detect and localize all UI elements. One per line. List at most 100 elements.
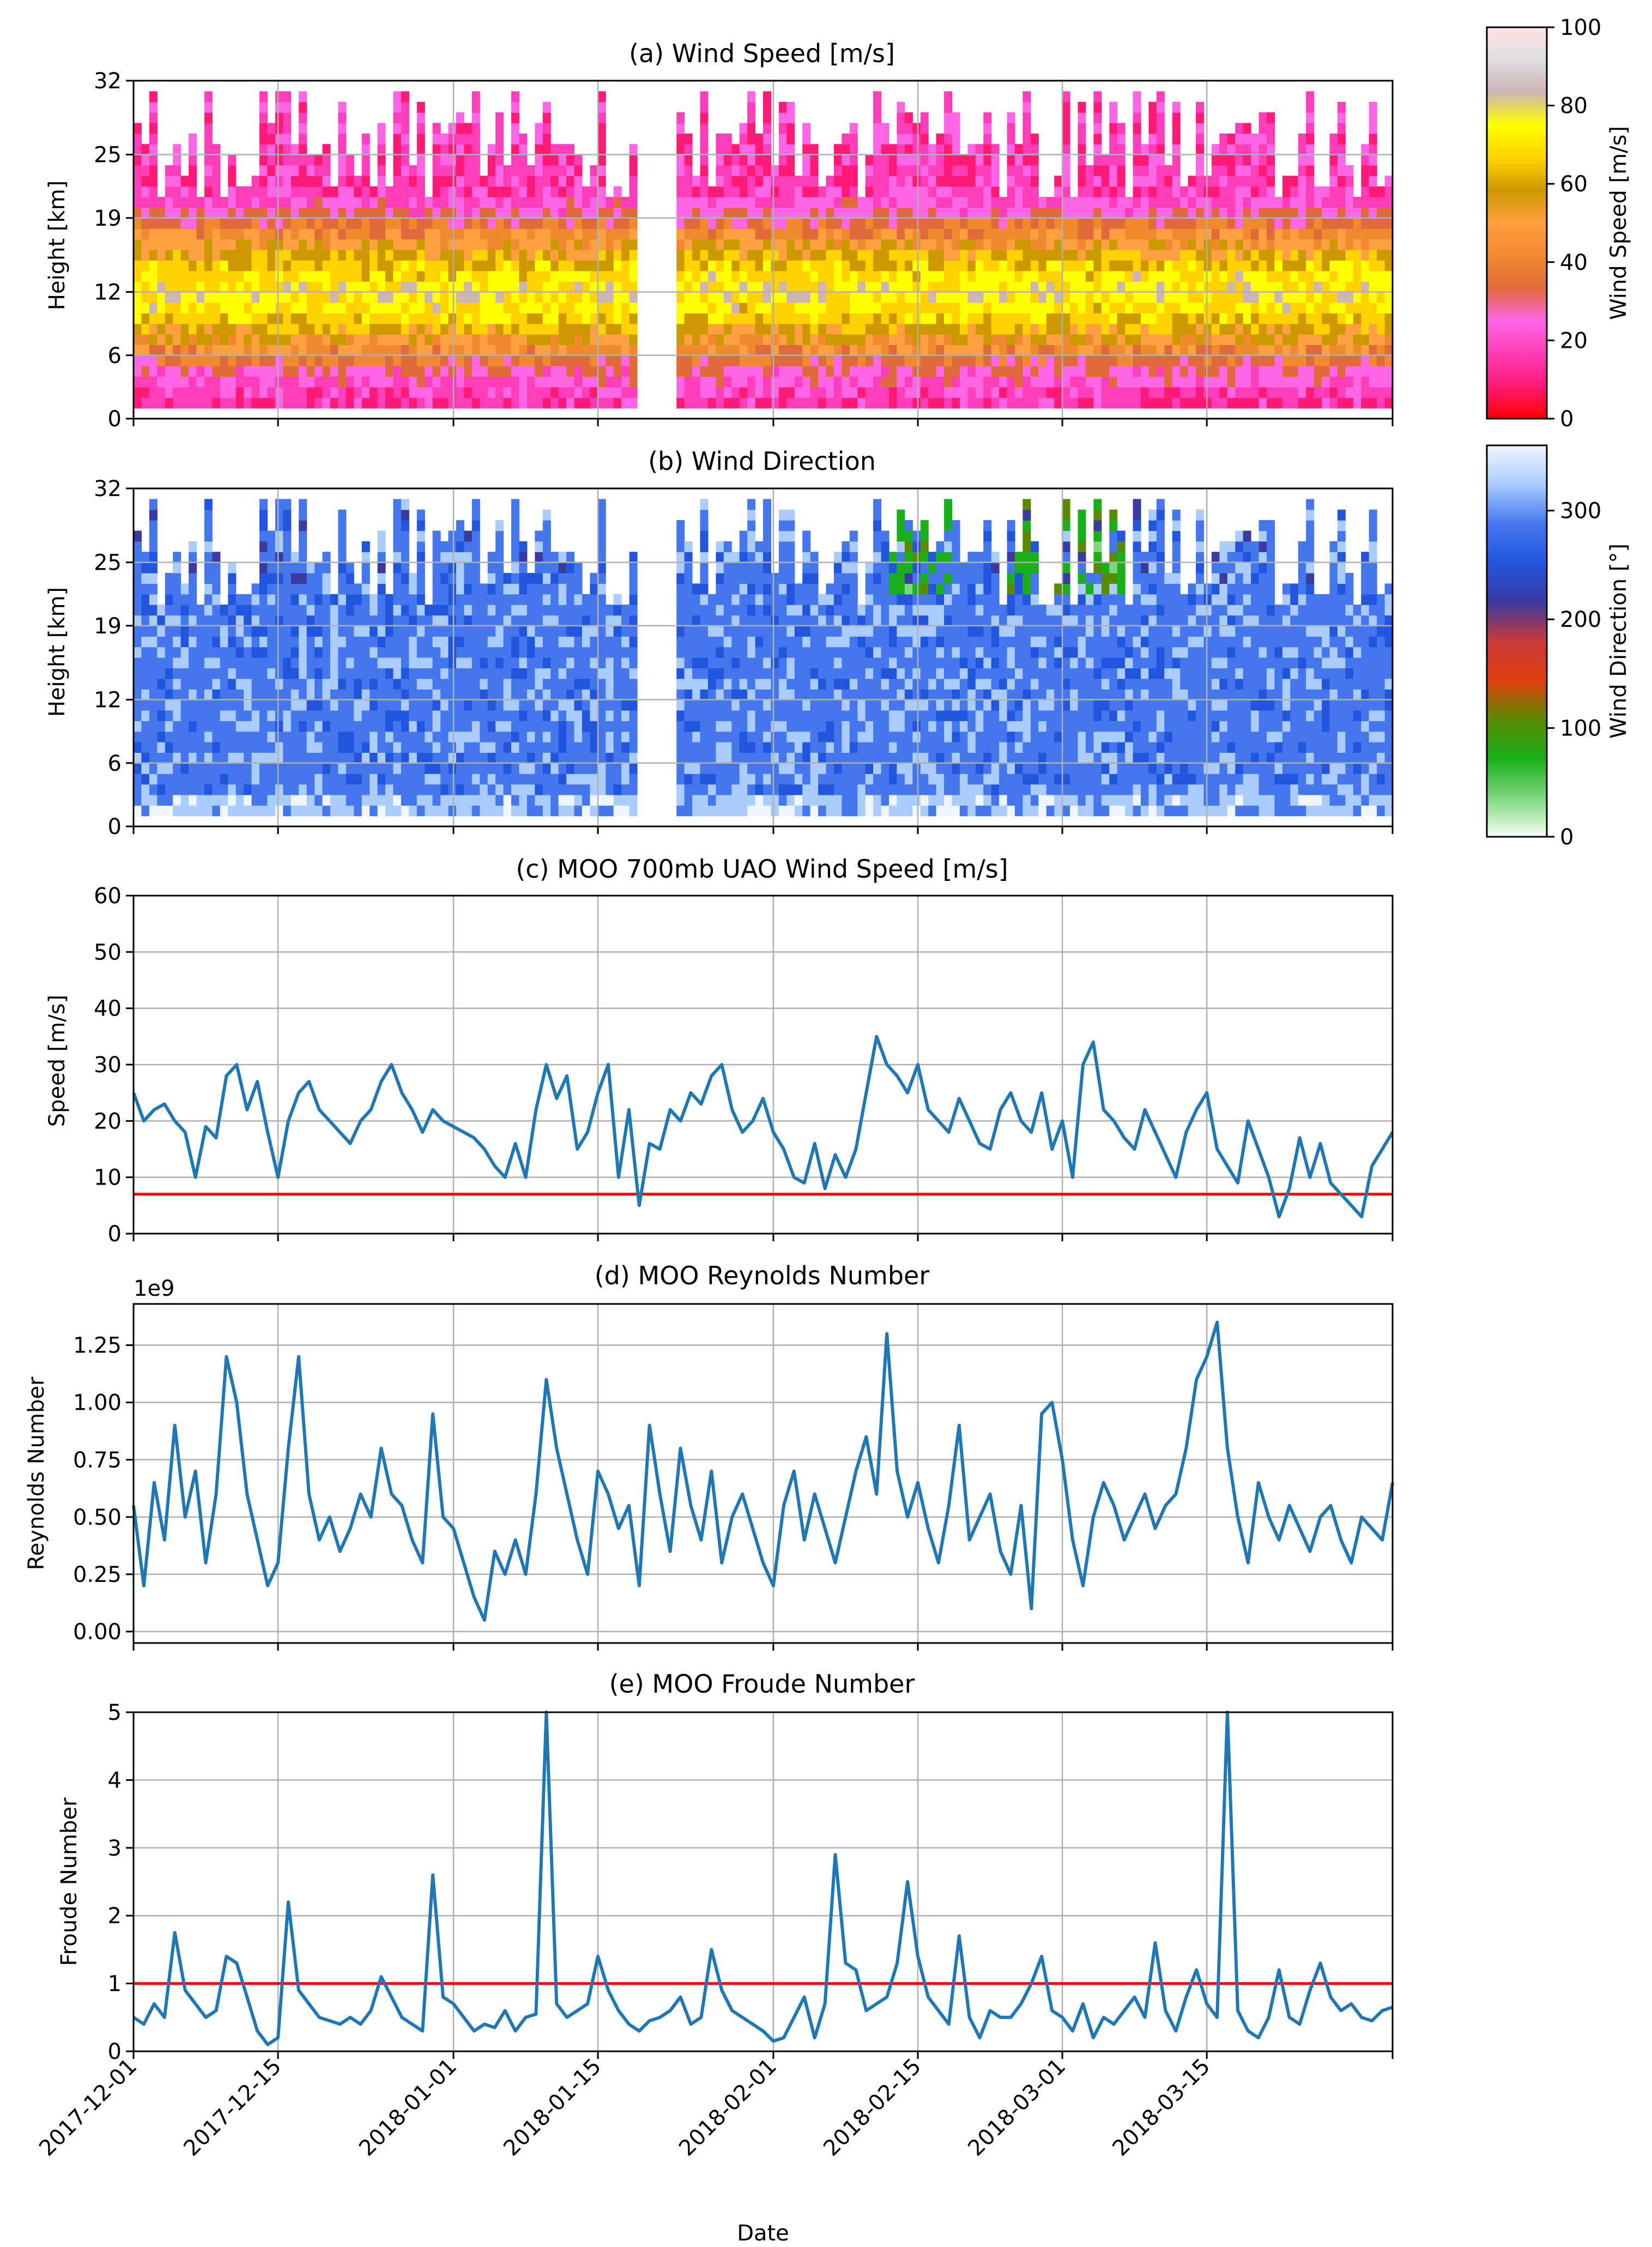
heat-cell-speed [1298,302,1306,313]
heat-cell-speed [1298,376,1306,388]
heat-cell-speed [354,281,362,293]
heat-cell-speed [1117,186,1125,197]
heat-cell-speed [267,366,276,377]
heat-cell-speed [920,313,929,324]
heat-cell-speed [1141,281,1149,293]
heat-cell-direction [165,583,173,595]
heat-cell-speed [983,313,992,324]
heat-cell-direction [306,625,315,637]
heat-cell-speed [1180,292,1189,303]
heat-cell-speed [1125,313,1134,324]
heat-cell-speed [747,250,756,261]
heat-cell-direction [291,552,299,563]
heat-cell-speed [1196,397,1205,409]
heat-cell-speed [771,386,779,398]
heat-cell-speed [416,197,425,208]
heat-cell-direction [354,742,362,753]
heat-cell-speed [865,176,874,187]
heat-cell-speed [251,197,260,208]
heat-cell-direction [259,805,268,817]
heat-cell-direction [385,605,394,616]
heat-cell-direction [251,689,260,700]
heat-cell-speed [920,207,929,219]
heat-cell-speed [495,218,504,229]
heat-cell-speed [550,323,559,335]
heat-cell-speed [448,355,457,366]
heat-cell-speed [1345,207,1354,219]
heat-cell-speed [928,292,937,303]
heat-cell-speed [936,250,945,261]
heat-cell-speed [1078,154,1086,166]
heat-cell-speed [306,165,315,176]
heat-cell-speed [416,345,425,356]
heat-cell-speed [1054,397,1063,409]
heat-cell-speed [330,397,338,409]
cbar-tick-label-0-5: 100 [1560,15,1601,40]
heat-cell-speed [975,270,984,282]
heat-cell-direction [173,805,181,817]
heat-cell-speed [794,207,803,219]
heat-cell-speed [385,218,394,229]
heat-cell-speed [1038,239,1047,250]
heat-cell-speed [393,334,402,345]
heat-cell-direction [416,805,425,817]
heat-cell-speed [471,176,480,187]
heat-cell-direction [173,552,181,563]
heat-cell-speed [1062,292,1070,303]
heat-cell-speed [739,176,748,187]
heat-cell-speed [1141,270,1149,282]
heat-cell-speed [700,154,709,166]
heat-cell-direction [259,647,268,658]
heat-cell-speed [936,207,945,219]
heat-cell-speed [621,260,630,271]
heat-cell-speed [810,144,819,155]
heat-cell-speed [228,281,237,293]
heat-cell-speed [535,186,543,197]
heat-cell-direction [267,668,276,679]
heat-cell-speed [1361,397,1370,409]
heat-cell-speed [1070,302,1079,313]
heat-cell-speed [409,334,417,345]
heat-cell-direction [283,689,292,700]
heat-cell-speed [1046,366,1055,377]
heat-cell-speed [1054,260,1063,271]
heat-cell-speed [1078,123,1086,134]
heat-cell-speed [1329,165,1338,176]
heat-cell-speed [865,334,874,345]
heat-cell-speed [920,397,929,409]
heat-cell-speed [401,218,409,229]
heat-cell-direction [212,668,221,679]
heat-cell-direction [157,615,166,626]
heat-cell-speed [464,165,473,176]
heat-cell-speed [393,154,402,166]
heat-cell-direction [235,721,244,732]
heat-cell-speed [786,186,795,197]
heat-cell-speed [149,292,158,303]
heat-cell-speed [448,197,457,208]
heat-cell-speed [967,334,976,345]
heat-cell-speed [1148,281,1157,293]
heat-cell-speed [810,376,819,388]
heat-cell-speed [519,165,528,176]
heat-cell-speed [409,228,417,240]
heat-cell-speed [684,345,693,356]
heat-cell-speed [1070,323,1079,335]
heat-cell-speed [1125,281,1134,293]
heat-cell-speed [684,186,693,197]
heat-cell-speed [873,292,882,303]
heat-cell-speed [1235,218,1244,229]
heat-cell-speed [189,334,197,345]
heat-cell-speed [157,386,166,398]
heat-cell-speed [1377,218,1385,229]
heat-cell-speed [550,260,559,271]
heat-cell-speed [1030,313,1039,324]
heat-cell-speed [739,197,748,208]
heat-cell-speed [1007,239,1015,250]
heat-cell-direction [212,647,221,658]
heat-cell-direction [196,668,205,679]
heat-cell-speed [448,144,457,155]
heat-cell-speed [267,123,276,134]
heat-cell-speed [802,355,811,366]
heat-cell-direction [314,763,323,774]
heat-cell-speed [897,218,905,229]
